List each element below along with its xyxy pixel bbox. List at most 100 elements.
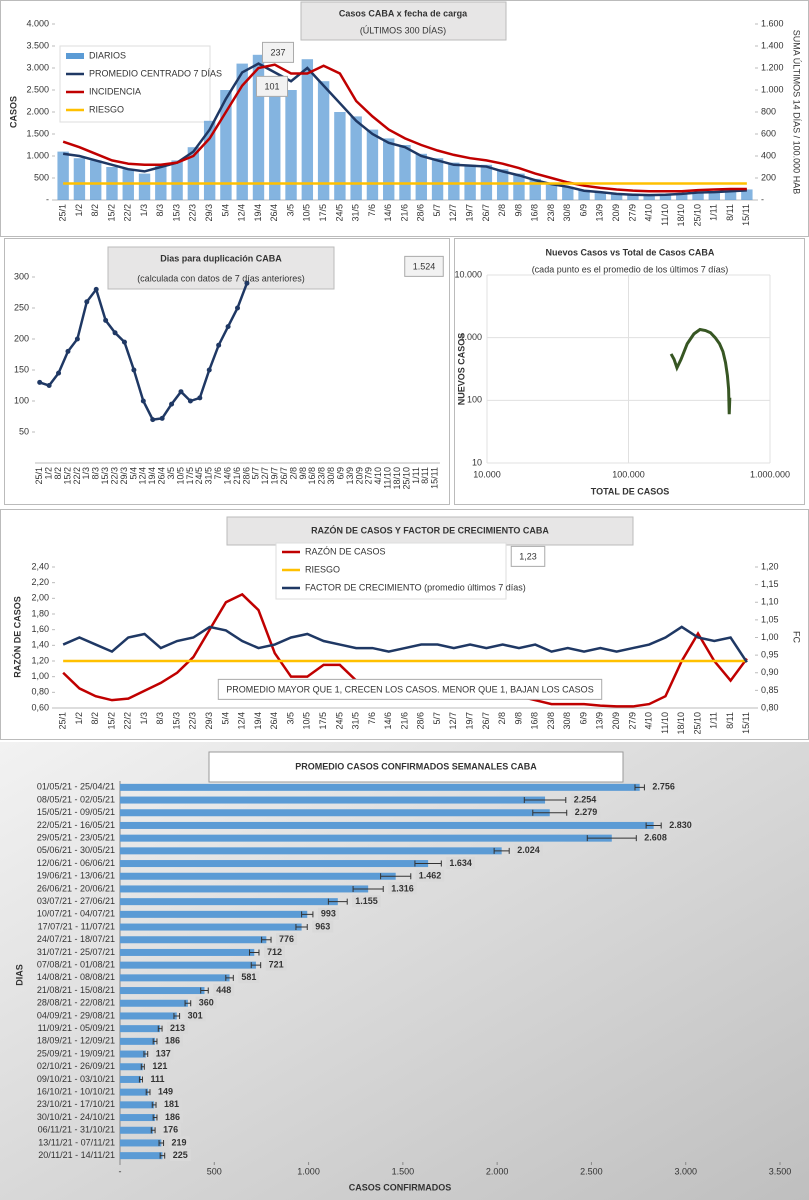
- x-tick-label: 4/10: [373, 467, 383, 485]
- x-tick-label: 8/2: [90, 204, 100, 217]
- y-tick-label: 0,80: [31, 687, 49, 697]
- x-tick-label: 20/9: [611, 204, 621, 222]
- line: [669, 327, 732, 415]
- error-bar: [414, 860, 442, 867]
- x-tick-label: 18/10: [676, 204, 686, 227]
- x-tick-label: 18/10: [676, 712, 686, 735]
- bar: [120, 923, 302, 931]
- value-label-box: [195, 996, 217, 1009]
- y-tick-label: 10.000: [454, 269, 482, 279]
- x-tick-label: 16/8: [307, 467, 317, 485]
- x-tick-label: 31/5: [351, 204, 361, 222]
- value-label-box: [446, 856, 475, 869]
- x-tick-label: 26/4: [269, 712, 279, 730]
- value-label-box: [184, 1009, 206, 1022]
- bar: [120, 783, 640, 791]
- bar: [659, 194, 672, 200]
- x-tick-label: 10.000: [473, 469, 501, 479]
- value-label-box: [265, 958, 287, 971]
- y-tick-label: 2,20: [31, 577, 49, 587]
- value-label-box: [312, 920, 334, 933]
- value-label-box: [649, 780, 678, 793]
- x-tick-label: 25/10: [401, 467, 411, 490]
- marker: [37, 379, 43, 385]
- error-bar: [152, 1114, 158, 1121]
- marker: [244, 280, 250, 286]
- value-label: 712: [267, 947, 282, 957]
- x-tick-label: 17/5: [318, 204, 328, 222]
- marker: [46, 383, 52, 388]
- x-axis-label: CASOS CONFIRMADOS: [349, 1182, 452, 1192]
- y-tick-label: 23/10/21 - 17/10/21: [37, 1099, 115, 1109]
- bar: [120, 1152, 163, 1160]
- x-tick-label: 14/6: [222, 467, 232, 485]
- x-tick-label: 7/6: [367, 204, 377, 217]
- y2-axis-label: SUMA ÚLTIMOS 14 DÍAS / 100.000 HAB: [792, 30, 802, 194]
- y-tick-label: 1,60: [31, 624, 49, 634]
- bar: [594, 191, 607, 200]
- error-bar: [380, 873, 412, 880]
- x-tick-label: 7/6: [367, 712, 377, 725]
- error-bar: [184, 1000, 192, 1007]
- annotation-box: [255, 75, 289, 97]
- y-tick-label: 1,00: [31, 671, 49, 681]
- x-tick-label: 4/10: [644, 204, 654, 222]
- x-tick-label: 12/4: [237, 712, 247, 730]
- y-tick-label: 17/07/21 - 11/07/21: [38, 921, 115, 931]
- bar: [138, 173, 151, 200]
- value-label-box: [514, 844, 543, 857]
- y2-axis-label: FC: [792, 631, 802, 643]
- x-tick-label: 1/2: [74, 712, 84, 725]
- x-tick-label: 23/8: [546, 204, 556, 222]
- x-tick-label: 31/5: [351, 712, 361, 730]
- x-tick-label: 12/7: [448, 204, 458, 222]
- value-label: 186: [165, 1036, 180, 1046]
- y-tick-label: 12/06/21 - 06/06/21: [37, 858, 115, 868]
- x-tick-label: 21/6: [399, 712, 409, 730]
- bar: [317, 81, 330, 200]
- x-tick-label: 10/5: [175, 467, 185, 485]
- bar: [252, 54, 265, 200]
- annotation: 1,23: [519, 551, 537, 561]
- x-tick-label: 22/3: [188, 204, 198, 222]
- error-bar: [634, 784, 645, 791]
- y-tick-label: -: [46, 194, 49, 204]
- value-label: 1.155: [355, 896, 378, 906]
- title-box: [107, 246, 335, 290]
- bar: [350, 116, 362, 200]
- value-label: 993: [321, 909, 336, 919]
- x-tick-label: 17/5: [185, 467, 195, 485]
- y-tick-label: 250: [14, 302, 29, 312]
- y-tick-label: 1,80: [31, 608, 49, 618]
- bar: [120, 1126, 154, 1134]
- error-bar: [158, 1139, 165, 1146]
- marker: [216, 342, 222, 348]
- y2-tick-label: -: [761, 194, 764, 204]
- legend-box: [59, 45, 211, 123]
- legend-label: FACTOR DE CRECIMIENTO (promedio últimos …: [305, 582, 526, 592]
- x-tick-label: 8/11: [420, 467, 430, 484]
- x-tick-label: 9/8: [298, 467, 308, 480]
- bar: [285, 90, 297, 200]
- value-label: 213: [170, 1023, 185, 1033]
- bar: [627, 194, 639, 200]
- y2-tick-label: 1.200: [761, 62, 784, 72]
- marker: [121, 339, 127, 345]
- value-label-box: [352, 895, 381, 908]
- error-bar: [295, 924, 308, 931]
- bar: [120, 1050, 146, 1058]
- x-tick-label: 8/2: [53, 467, 63, 480]
- x-tick-label: 6/9: [578, 712, 588, 725]
- x-tick-label: 29/3: [204, 712, 214, 730]
- x-tick-label: 12/7: [260, 467, 270, 485]
- x-tick-label: 25/1: [34, 467, 44, 485]
- bar: [120, 936, 267, 944]
- value-label-box: [317, 907, 339, 920]
- bar: [383, 138, 395, 200]
- value-label: 2.756: [652, 782, 675, 792]
- y-tick-label: 1.000: [26, 150, 49, 160]
- y-tick-label: 04/09/21 - 29/08/21: [37, 1010, 115, 1020]
- x-tick-label: 16/8: [530, 712, 540, 730]
- marker: [65, 348, 71, 354]
- bar: [120, 1037, 156, 1045]
